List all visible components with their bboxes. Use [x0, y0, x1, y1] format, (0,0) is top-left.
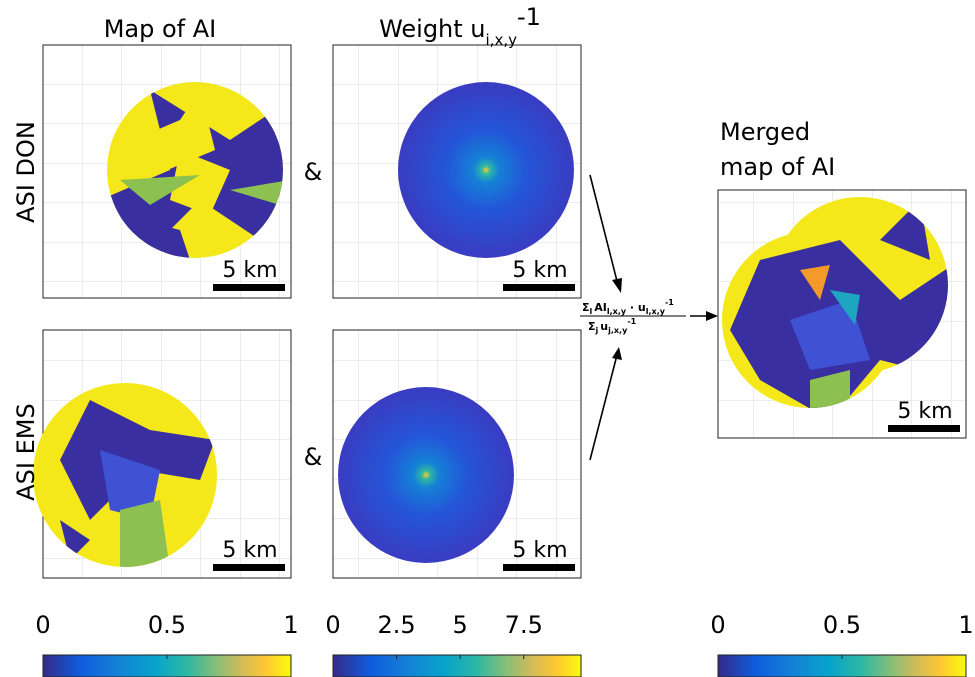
scale-label: 5 km: [512, 258, 567, 283]
scale-label: 5 km: [222, 538, 277, 563]
weight-map: [398, 82, 574, 258]
f: j: [595, 326, 599, 335]
colorbar: [333, 655, 581, 677]
f: l,x,y: [607, 307, 627, 316]
scale-bar: [503, 564, 575, 571]
f: j,x,y: [607, 326, 628, 335]
formula: [580, 175, 718, 460]
merged-title: map of AI: [720, 153, 835, 181]
f: Σ: [588, 320, 596, 333]
arrow: [590, 175, 618, 285]
f: · u: [626, 301, 646, 314]
f: AI: [594, 301, 607, 314]
f: l: [590, 307, 593, 316]
scale-bar: [503, 284, 575, 291]
f: Σ: [582, 301, 590, 314]
arrow: [590, 355, 617, 460]
tick-label: 1: [283, 611, 298, 639]
scale-bar: [213, 284, 285, 291]
scale-bar: [213, 564, 285, 571]
scale-label: 5 km: [512, 538, 567, 563]
column-title: Weight ui,x,y-1: [379, 3, 541, 49]
tick-label: 0: [710, 611, 725, 639]
ampersand: &: [304, 443, 323, 471]
title-sub: i,x,y: [486, 31, 518, 49]
tick-label: 0: [325, 611, 340, 639]
title-sup: -1: [517, 3, 541, 31]
figure: Map of AI Weight ui,x,y-1 ASI DON ASI EM…: [0, 0, 975, 677]
scale-label: 5 km: [222, 258, 277, 283]
row-label: ASI EMS: [12, 403, 40, 500]
tick-label: 1: [958, 611, 973, 639]
ampersand: &: [304, 158, 323, 186]
tick-label: 5: [453, 611, 468, 639]
f: u: [600, 320, 608, 333]
tick-label: 0.5: [148, 611, 186, 639]
row-label: ASI DON: [12, 121, 40, 223]
merged-title: Merged: [720, 118, 810, 146]
tick-label: 2.5: [378, 611, 416, 639]
f: -1: [627, 317, 636, 326]
f: -1: [665, 298, 674, 307]
title-text: Weight u: [379, 15, 485, 43]
column-title: Map of AI: [104, 15, 217, 43]
f: l,x,y: [646, 307, 666, 316]
scale-bar: [888, 425, 960, 432]
arrowhead: [612, 347, 622, 360]
scale-label: 5 km: [897, 399, 952, 424]
arrowhead: [612, 278, 622, 293]
tick-label: 7.5: [505, 611, 543, 639]
tick-label: 0.5: [823, 611, 861, 639]
arrowhead: [706, 311, 718, 321]
tick-label: 0: [35, 611, 50, 639]
weight-map: [338, 387, 514, 563]
